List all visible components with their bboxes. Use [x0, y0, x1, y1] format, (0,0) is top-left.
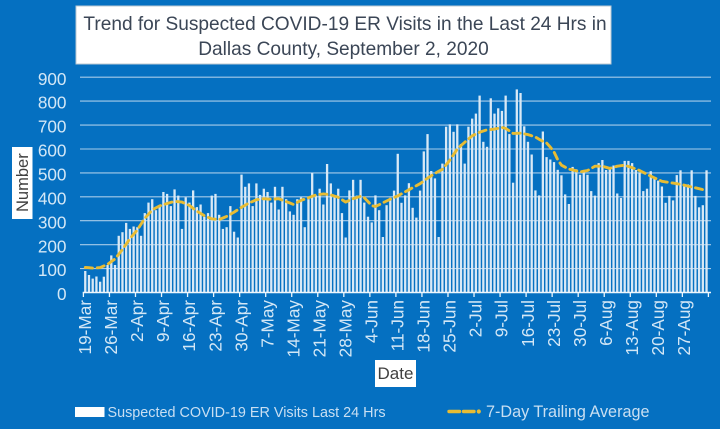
- svg-text:800: 800: [38, 93, 67, 113]
- svg-text:Trend for Suspected COVID-19 E: Trend for Suspected COVID-19 ER Visits i…: [83, 14, 606, 35]
- svg-text:4-Jun: 4-Jun: [362, 300, 382, 343]
- svg-text:Suspected COVID-19 ER Visits L: Suspected COVID-19 ER Visits Last 24 Hrs: [108, 405, 386, 421]
- svg-text:7-Day Trailing Average: 7-Day Trailing Average: [486, 403, 649, 421]
- svg-text:500: 500: [38, 165, 67, 185]
- svg-text:25-Jun: 25-Jun: [440, 300, 460, 353]
- svg-text:23-Apr: 23-Apr: [205, 300, 225, 352]
- svg-text:400: 400: [38, 188, 67, 208]
- svg-text:0: 0: [57, 284, 67, 304]
- svg-text:900: 900: [38, 69, 67, 89]
- svg-text:Dallas County, September 2, 20: Dallas County, September 2, 2020: [198, 39, 488, 60]
- svg-text:2-Apr: 2-Apr: [127, 300, 147, 342]
- svg-text:2-Jul: 2-Jul: [466, 300, 486, 337]
- svg-text:21-May: 21-May: [309, 300, 329, 358]
- svg-text:Date: Date: [378, 364, 414, 383]
- svg-text:700: 700: [38, 117, 67, 137]
- svg-text:30-Apr: 30-Apr: [231, 300, 251, 352]
- svg-text:200: 200: [38, 236, 67, 256]
- svg-text:7-May: 7-May: [257, 300, 277, 348]
- svg-text:9-Jul: 9-Jul: [492, 300, 512, 337]
- svg-text:28-May: 28-May: [335, 300, 355, 358]
- svg-text:6-Aug: 6-Aug: [596, 300, 616, 346]
- svg-text:11-Jun: 11-Jun: [388, 300, 408, 351]
- svg-text:300: 300: [38, 212, 67, 232]
- svg-text:18-Jun: 18-Jun: [414, 300, 434, 353]
- svg-text:14-May: 14-May: [283, 300, 303, 358]
- svg-text:30-Jul: 30-Jul: [570, 300, 590, 347]
- svg-text:9-Apr: 9-Apr: [153, 300, 173, 342]
- svg-text:19-Mar: 19-Mar: [75, 300, 95, 355]
- svg-text:23-Jul: 23-Jul: [544, 300, 564, 347]
- svg-text:26-Mar: 26-Mar: [101, 300, 121, 355]
- svg-text:16-Apr: 16-Apr: [179, 300, 199, 352]
- svg-text:600: 600: [38, 141, 67, 161]
- svg-text:20-Aug: 20-Aug: [648, 300, 668, 355]
- svg-text:Number: Number: [14, 153, 32, 212]
- svg-text:27-Aug: 27-Aug: [674, 300, 694, 355]
- svg-text:16-Jul: 16-Jul: [518, 300, 538, 347]
- svg-text:13-Aug: 13-Aug: [622, 300, 642, 355]
- svg-text:100: 100: [38, 260, 67, 280]
